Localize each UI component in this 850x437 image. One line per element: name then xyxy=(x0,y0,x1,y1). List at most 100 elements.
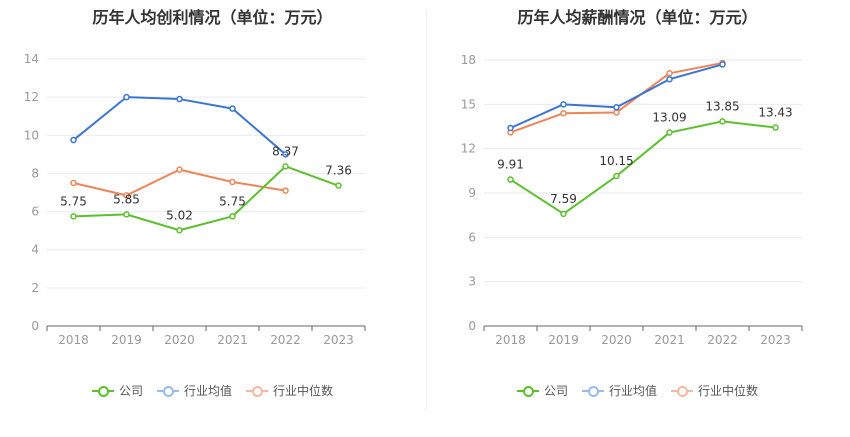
y-tick-label: 12 xyxy=(24,90,39,104)
x-tick-label: 2021 xyxy=(217,333,248,347)
data-label: 5.85 xyxy=(113,192,140,206)
data-label: 5.02 xyxy=(166,208,193,222)
data-point xyxy=(176,166,183,173)
legend-marker-company xyxy=(516,385,539,397)
data-point xyxy=(70,136,77,144)
data-point xyxy=(560,109,567,117)
x-tick-label: 2022 xyxy=(270,333,301,347)
data-point xyxy=(613,172,620,180)
legend: 公司 行业均值 行业中位数 xyxy=(425,382,850,399)
chart-panel-profit: 历年人均创利情况（单位：万元） 0 2 4 6 8 10 12 14 2018 2019 2020 2… xyxy=(0,8,425,399)
legend-marker-industry-median xyxy=(671,385,693,397)
y-tick-label: 14 xyxy=(24,52,39,66)
data-point xyxy=(666,75,673,83)
y-tick-label: 6 xyxy=(31,205,39,219)
x-tick-label: 2023 xyxy=(323,333,354,347)
data-label: 13.09 xyxy=(652,111,686,125)
data-point xyxy=(282,163,289,170)
data-point xyxy=(335,182,342,189)
data-label: 7.59 xyxy=(550,192,577,206)
x-tick-label: 2020 xyxy=(601,333,632,347)
y-tick-label: 9 xyxy=(468,186,476,200)
series-line xyxy=(73,165,339,232)
legend-label-company: 公司 xyxy=(543,384,568,398)
legend-label-company: 公司 xyxy=(118,384,143,398)
data-point xyxy=(560,210,567,218)
panel-divider xyxy=(426,10,427,410)
legend-item-industry-mean[interactable]: 行业均值 xyxy=(581,382,657,399)
data-point xyxy=(613,109,620,116)
legend-item-company[interactable]: 公司 xyxy=(91,382,143,399)
y-tick-label: 18 xyxy=(461,53,476,67)
data-point xyxy=(229,178,236,186)
data-point xyxy=(560,101,567,108)
y-tick-label: 10 xyxy=(24,128,39,142)
x-tick-label: 2018 xyxy=(495,333,526,347)
y-tick-label: 2 xyxy=(31,281,39,295)
data-point xyxy=(70,213,77,220)
x-tick-label: 2018 xyxy=(58,333,89,347)
data-point xyxy=(719,118,726,125)
chart-svg-profit: 0 2 4 6 8 10 12 14 2018 2019 2020 2021 2022 2023 5.75 5… xyxy=(24,52,366,347)
data-point xyxy=(719,61,726,68)
data-point xyxy=(70,179,77,187)
series-line xyxy=(72,96,287,156)
y-tick-label: 12 xyxy=(461,142,476,156)
data-label: 8.37 xyxy=(272,144,299,158)
x-tick-label: 2019 xyxy=(111,333,142,347)
legend-marker-industry-median xyxy=(246,385,268,397)
x-tick-label: 2019 xyxy=(548,333,579,347)
x-tick-label: 2021 xyxy=(654,333,685,347)
y-tick-label: 0 xyxy=(31,319,39,333)
legend: 公司 行业均值 行业中位数 xyxy=(0,382,425,399)
chart-panel-salary: 历年人均薪酬情况（单位：万元） 0 3 6 9 12 15 18 2018 2019 2020 20… xyxy=(425,0,850,437)
y-tick-label: 4 xyxy=(31,243,39,257)
data-point xyxy=(666,70,673,77)
chart-title: 历年人均薪酬情况（单位：万元） xyxy=(517,8,758,27)
data-label: 9.91 xyxy=(497,158,524,172)
y-tick-label: 15 xyxy=(461,97,476,111)
x-tick-label: 2023 xyxy=(760,333,791,347)
data-point xyxy=(176,95,183,103)
data-point xyxy=(229,105,236,112)
data-point xyxy=(123,211,130,218)
data-point xyxy=(123,93,130,101)
x-tick-label: 2020 xyxy=(164,333,195,347)
data-label: 13.43 xyxy=(758,106,792,120)
y-tick-label: 0 xyxy=(468,319,476,333)
y-tick-label: 8 xyxy=(31,166,39,180)
legend-label-industry-median: 行业中位数 xyxy=(698,384,759,398)
chart-svg-salary: 0 3 6 9 12 15 18 2018 2019 2020 2021 2022 2023 9.91 7.… xyxy=(461,53,803,347)
data-label: 10.15 xyxy=(599,154,633,168)
data-point xyxy=(772,124,779,131)
legend-item-industry-median[interactable]: 行业中位数 xyxy=(671,382,758,399)
data-point xyxy=(507,176,514,183)
data-point xyxy=(507,124,514,132)
data-label: 7.36 xyxy=(325,164,352,178)
series-line xyxy=(510,63,723,129)
y-tick-label: 3 xyxy=(468,275,476,289)
legend-label-industry-median: 行业中位数 xyxy=(273,384,334,398)
data-point xyxy=(282,151,289,158)
data-point xyxy=(613,104,620,111)
data-point xyxy=(282,187,289,194)
data-label: 13.85 xyxy=(705,99,739,113)
legend-label-industry-mean: 行业均值 xyxy=(608,384,657,398)
legend-item-company[interactable]: 公司 xyxy=(516,382,568,399)
data-point xyxy=(229,213,236,220)
legend-marker-company xyxy=(91,385,114,397)
data-label: 5.75 xyxy=(60,194,87,208)
legend-marker-industry-mean xyxy=(156,385,179,397)
data-point xyxy=(123,192,130,199)
x-tick-label: 2022 xyxy=(707,333,738,347)
series-line xyxy=(509,120,776,215)
y-tick-label: 6 xyxy=(468,230,476,244)
data-label: 5.75 xyxy=(219,194,246,208)
data-point xyxy=(176,227,183,234)
legend-label-industry-mean: 行业均值 xyxy=(183,384,232,398)
legend-marker-industry-mean xyxy=(581,385,604,397)
chart-title: 历年人均创利情况（单位：万元） xyxy=(92,8,333,27)
legend-item-industry-median[interactable]: 行业中位数 xyxy=(246,382,333,399)
legend-item-industry-mean[interactable]: 行业均值 xyxy=(156,382,232,399)
